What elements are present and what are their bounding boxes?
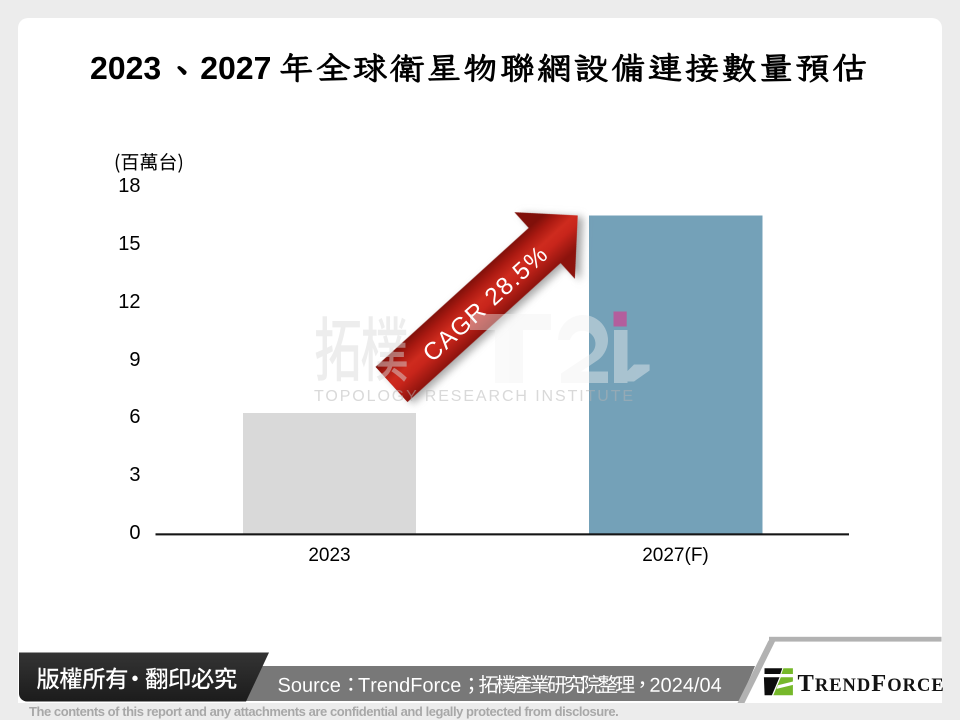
svg-text:CAGR 28.5%: CAGR 28.5% <box>418 240 554 367</box>
